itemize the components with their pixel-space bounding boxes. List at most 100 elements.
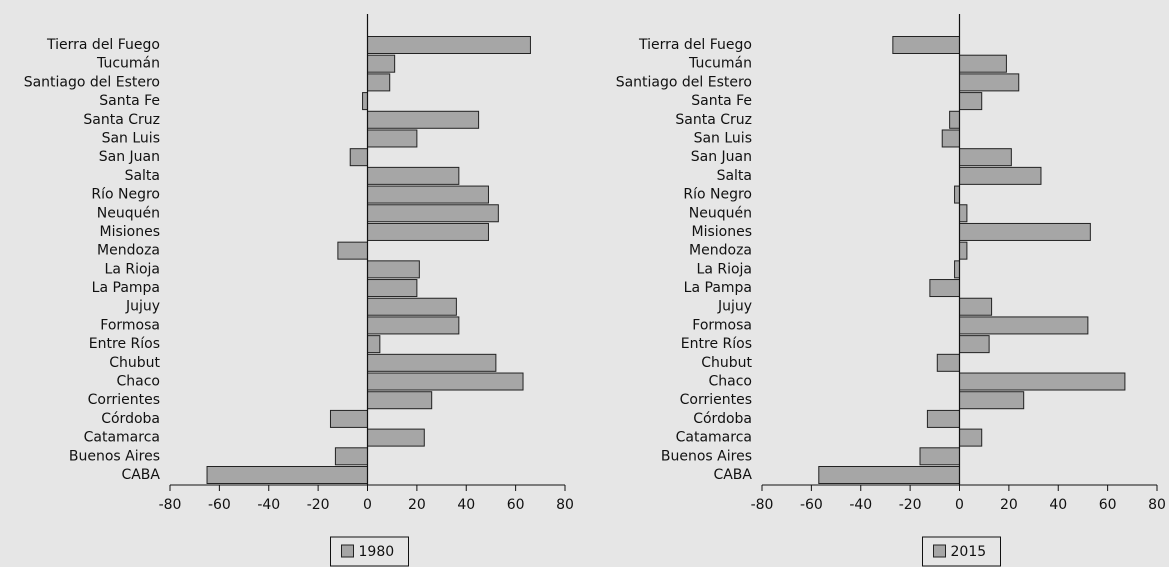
category-label: Chubut xyxy=(701,355,752,371)
category-label: Santiago del Estero xyxy=(24,74,160,90)
x-tick-label: 20 xyxy=(408,497,426,513)
bar xyxy=(936,353,960,372)
x-tick-label: 80 xyxy=(1148,497,1166,513)
category-label: Corrientes xyxy=(88,392,160,408)
bar xyxy=(367,36,531,54)
x-tick-label: -80 xyxy=(751,497,774,513)
category-label: Mendoza xyxy=(97,243,160,259)
bar xyxy=(367,73,391,92)
legend-box xyxy=(922,536,1001,567)
category-label: Salta xyxy=(125,168,160,184)
x-tick-label: 0 xyxy=(955,497,964,513)
category-label: CABA xyxy=(713,467,752,483)
x-tick-label: 0 xyxy=(363,497,372,513)
category-label: Chubut xyxy=(109,355,160,371)
category-label: Misiones xyxy=(692,224,753,240)
category-label: San Juan xyxy=(99,149,160,165)
bar xyxy=(367,260,420,279)
category-label: Entre Ríos xyxy=(681,336,752,352)
category-label: Buenos Aires xyxy=(661,448,752,464)
x-tick-label: -40 xyxy=(257,497,280,513)
category-label: Catamarca xyxy=(676,430,752,446)
legend-swatch xyxy=(341,544,354,558)
category-label: Catamarca xyxy=(84,430,160,446)
bar xyxy=(949,110,960,129)
bar xyxy=(892,36,960,54)
category-label: Buenos Aires xyxy=(69,448,160,464)
bar xyxy=(367,222,489,241)
bar xyxy=(362,92,368,111)
category-label: Río Negro xyxy=(91,187,160,203)
bar xyxy=(926,409,960,428)
bar xyxy=(367,316,460,335)
x-tick-label: -20 xyxy=(307,497,330,513)
category-label: Río Negro xyxy=(683,187,752,203)
x-tick-label: 60 xyxy=(1099,497,1117,513)
bar xyxy=(959,204,968,223)
legend-label: 2015 xyxy=(951,544,987,560)
category-label: San Luis xyxy=(694,130,752,146)
bar xyxy=(954,260,960,279)
category-label: Santa Fe xyxy=(99,93,160,109)
category-label: Tierra del Fuego xyxy=(638,37,752,53)
category-label: Corrientes xyxy=(680,392,752,408)
category-label: Mendoza xyxy=(689,243,752,259)
bar xyxy=(959,391,1025,410)
category-label: Jujuy xyxy=(717,299,752,315)
x-tick-label: -20 xyxy=(899,497,922,513)
bar xyxy=(367,129,418,148)
category-label: Santa Cruz xyxy=(675,112,752,128)
x-tick-label: -80 xyxy=(159,497,182,513)
bar xyxy=(329,409,368,428)
bar xyxy=(337,241,368,260)
bar xyxy=(367,335,381,354)
bar xyxy=(959,335,990,354)
category-label: Córdoba xyxy=(101,411,160,427)
x-tick-label: 40 xyxy=(457,497,475,513)
legend-swatch xyxy=(933,544,946,558)
category-label: CABA xyxy=(121,467,160,483)
bar xyxy=(919,447,960,466)
category-label: Tucumán xyxy=(96,56,160,72)
category-label: La Pampa xyxy=(92,280,160,296)
bar xyxy=(367,204,499,223)
bar xyxy=(334,447,368,466)
x-tick-label: 40 xyxy=(1049,497,1067,513)
category-label: San Juan xyxy=(691,149,752,165)
bar xyxy=(367,353,497,372)
bar xyxy=(959,297,993,316)
category-label: Tucumán xyxy=(688,56,752,72)
category-label: Neuquén xyxy=(97,205,160,221)
bar xyxy=(367,54,396,73)
bar xyxy=(367,279,418,298)
bar xyxy=(959,428,983,447)
bar xyxy=(959,316,1089,335)
bar xyxy=(349,148,368,167)
bar xyxy=(367,166,460,185)
bar xyxy=(959,148,1012,167)
category-label: Chaco xyxy=(117,374,161,390)
x-tick-label: 60 xyxy=(507,497,525,513)
bar xyxy=(959,166,1042,185)
category-label: Chaco xyxy=(709,374,753,390)
category-label: Santa Cruz xyxy=(83,112,160,128)
x-tick-label: -40 xyxy=(849,497,872,513)
x-tick-label: 20 xyxy=(1000,497,1018,513)
category-label: Misiones xyxy=(100,224,161,240)
bar xyxy=(959,73,1020,92)
bar xyxy=(367,372,524,391)
bar xyxy=(959,92,983,111)
bar xyxy=(959,372,1126,391)
bar xyxy=(959,241,968,260)
category-label: La Rioja xyxy=(105,261,160,277)
category-label: Formosa xyxy=(692,317,752,333)
category-label: La Rioja xyxy=(697,261,752,277)
category-label: Salta xyxy=(717,168,752,184)
bar xyxy=(959,54,1007,73)
x-tick-label: 80 xyxy=(556,497,574,513)
bar xyxy=(367,185,489,204)
bar xyxy=(367,428,425,447)
category-label: Entre Ríos xyxy=(89,336,160,352)
category-label: Tierra del Fuego xyxy=(46,37,160,53)
